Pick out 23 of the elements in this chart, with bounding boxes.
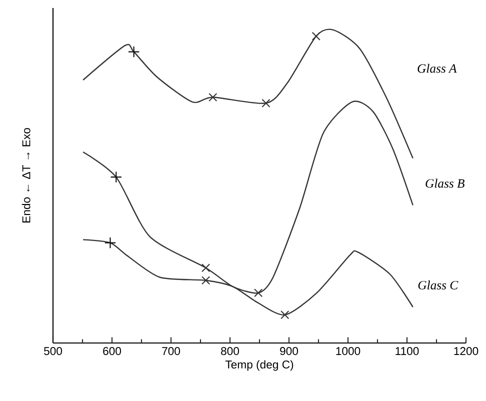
x-tick-label: 800 <box>221 347 239 356</box>
x-axis-title: Temp (deg C) <box>225 360 294 371</box>
point <box>110 171 122 183</box>
x-tick-label: 1000 <box>336 347 360 356</box>
point <box>128 46 140 58</box>
x-tick-label: 1200 <box>454 347 478 356</box>
x-tick-label: 700 <box>162 347 180 356</box>
point <box>262 98 270 108</box>
series-label: Glass B <box>426 178 464 188</box>
x-tick-label: 600 <box>103 347 122 356</box>
point <box>104 236 116 249</box>
point <box>254 288 263 298</box>
x-tick-label: 1100 <box>396 347 419 356</box>
point <box>208 92 218 102</box>
x-tick-label: 900 <box>280 347 298 356</box>
point <box>202 276 210 285</box>
point <box>280 310 290 320</box>
series-label: Glass C <box>418 280 458 290</box>
point <box>312 32 320 40</box>
x-tick-label: 500 <box>44 347 62 356</box>
text: Glass A <box>418 64 457 73</box>
point <box>202 264 210 272</box>
y-axis-title: Endo ← ΔT → Exo <box>22 128 30 222</box>
